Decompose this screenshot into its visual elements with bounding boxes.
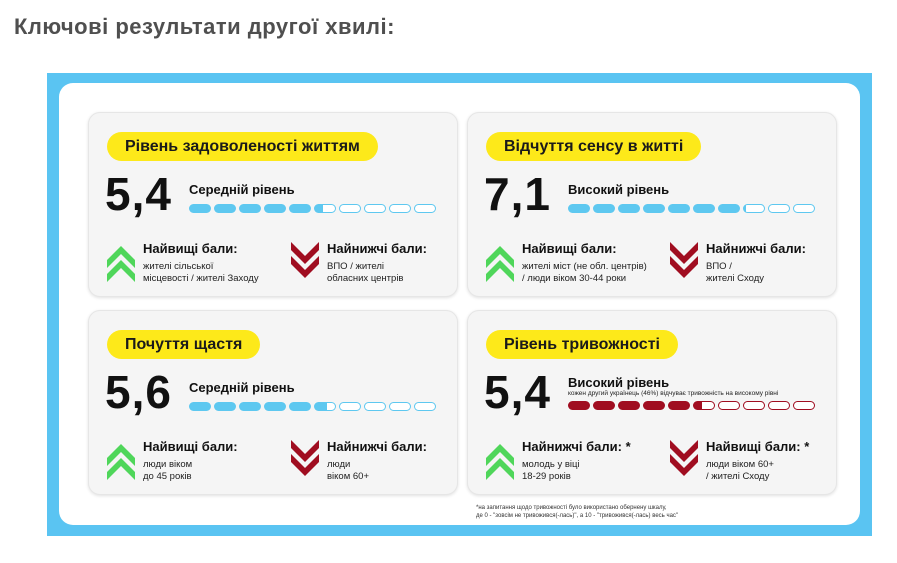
bar-segment (389, 402, 411, 411)
highest-label: Найвищі бали: * (706, 439, 810, 454)
highest-label: Найвищі бали: (143, 241, 238, 256)
bar-segment (339, 204, 361, 213)
highest-groups: жителі міст (не обл. центрів) / люди вік… (522, 261, 647, 284)
bar-segment (643, 401, 665, 410)
bar-segment (568, 204, 590, 213)
bar-segment (339, 402, 361, 411)
bar-segment (618, 204, 640, 213)
bar-segment (568, 401, 590, 410)
bar-segment (743, 401, 765, 410)
lowest-label: Найнижчі бали: (327, 439, 427, 454)
score-value: 7,1 (484, 168, 551, 220)
bar-segment (214, 204, 236, 213)
highest-groups: жителі сільської місцевості / жителі Зах… (143, 261, 259, 284)
chevron-up-green-icon (107, 444, 135, 480)
lowest-groups: люди віком 60+ (327, 459, 369, 482)
bar-segment (239, 204, 261, 213)
chevron-down-red-icon (670, 242, 698, 278)
bar-segment (239, 402, 261, 411)
card-title: Рівень тривожності (486, 330, 678, 359)
infographic-panel: Рівень задоволеності життям 5,4 Середній… (59, 83, 860, 525)
bar-segment (189, 402, 211, 411)
lowest-label: Найнижчі бали: (706, 241, 806, 256)
bar-segment (289, 204, 311, 213)
bar-segment (793, 401, 815, 410)
bar-segment (718, 204, 740, 213)
card-title: Рівень задоволеності життям (107, 132, 378, 161)
chevron-up-green-icon (486, 444, 514, 480)
bar-segment (593, 204, 615, 213)
level-label: Високий рівень (568, 182, 670, 197)
bar-segment (264, 204, 286, 213)
lowest-label: Найнижчі бали: * (522, 439, 631, 454)
bar-segment (314, 402, 336, 411)
lowest-groups: ВПО / жителі обласних центрів (327, 261, 404, 284)
bar-segment (314, 204, 336, 213)
highest-groups: люди віком 60+ / жителі Сходу (706, 459, 774, 482)
bar-segment (214, 402, 236, 411)
chevron-down-red-icon (291, 242, 319, 278)
bar-segment (718, 401, 740, 410)
infographic-frame: Рівень задоволеності життям 5,4 Середній… (47, 73, 872, 536)
bar-segment (264, 402, 286, 411)
score-value: 5,4 (105, 168, 172, 220)
bar-segment (743, 204, 765, 213)
chevron-down-red-icon (291, 440, 319, 476)
bar-segment (693, 401, 715, 410)
bar-segment (414, 402, 436, 411)
level-label: Середній рівень (189, 380, 295, 395)
level-note: кожен другий українець (46%) відчуває тр… (568, 390, 779, 397)
level-label: Середній рівень (189, 182, 295, 197)
bar-segment (364, 204, 386, 213)
page-title: Ключові результати другої хвилі: (14, 14, 395, 39)
bar-segment (768, 204, 790, 213)
chevron-up-green-icon (107, 246, 135, 282)
bar-segment (593, 401, 615, 410)
card-title: Почуття щастя (107, 330, 261, 359)
highest-label: Найвищі бали: (143, 439, 238, 454)
chevron-up-green-icon (486, 246, 514, 282)
bar-segment (389, 204, 411, 213)
bar-segment (768, 401, 790, 410)
bar-segment (414, 204, 436, 213)
bar-segment (668, 204, 690, 213)
card-title: Відчуття сенсу в житті (486, 132, 702, 161)
bar-segment (793, 204, 815, 213)
score-value: 5,6 (105, 366, 172, 418)
lowest-label: Найнижчі бали: (327, 241, 427, 256)
level-label: Високий рівень (568, 375, 670, 390)
chevron-down-red-icon (670, 440, 698, 476)
card-happiness: Почуття щастя 5,6 Середній рівень Найвищ… (88, 310, 458, 495)
bar-segment (668, 401, 690, 410)
bar-segment (643, 204, 665, 213)
score-value: 5,4 (484, 366, 551, 418)
bar-segment (693, 204, 715, 213)
bar-segment (289, 402, 311, 411)
lowest-groups: молодь у віці 18-29 років (522, 459, 580, 482)
bar-segment (189, 204, 211, 213)
highest-label: Найвищі бали: (522, 241, 617, 256)
bar-segment (618, 401, 640, 410)
card-anxiety: Рівень тривожності 5,4 Високий рівень ко… (467, 310, 837, 495)
card-meaning-in-life: Відчуття сенсу в житті 7,1 Високий рівен… (467, 112, 837, 297)
highest-groups: люди віком до 45 років (143, 459, 193, 482)
bar-segment (364, 402, 386, 411)
footnote: *на запитання щодо тривожності було вико… (476, 505, 679, 519)
lowest-groups: ВПО / жителі Сходу (706, 261, 765, 284)
card-life-satisfaction: Рівень задоволеності життям 5,4 Середній… (88, 112, 458, 297)
